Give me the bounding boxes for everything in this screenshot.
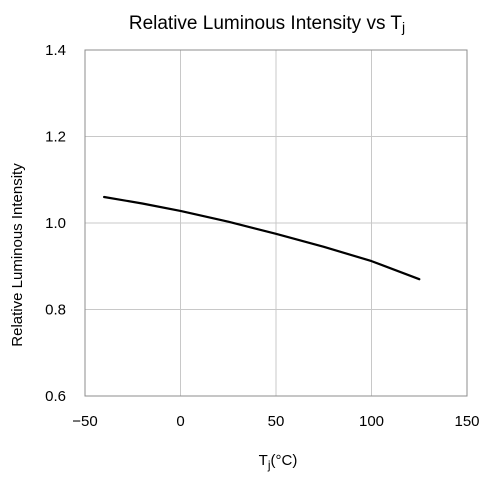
data-series-layer (102, 195, 421, 281)
y-tick-label: 1.2 (45, 129, 66, 146)
grid-lines (84, 49, 468, 397)
series-line (102, 195, 421, 281)
chart-title-subscript: j (401, 19, 405, 35)
x-tick-label: 100 (359, 413, 384, 430)
x-axis-label-main: T (259, 452, 268, 469)
plot-area-frame (84, 49, 468, 397)
x-tick-label: 50 (268, 413, 285, 430)
x-axis-label-unit: (°C) (271, 452, 298, 469)
chart-title: Relative Luminous Intensity vs Tj (129, 13, 405, 35)
y-axis-tick-labels: 0.6 0.8 1.0 1.2 1.4 (45, 42, 66, 405)
x-tick-label: 0 (176, 413, 184, 430)
x-axis-tick-labels: −50 0 50 100 150 (72, 413, 479, 430)
y-tick-label: 0.6 (45, 388, 66, 405)
y-tick-label: 1.0 (45, 215, 66, 232)
x-tick-label: 150 (454, 413, 479, 430)
x-axis-label: Tj(°C) (259, 452, 298, 472)
y-tick-label: 0.8 (45, 302, 66, 319)
y-tick-label: 1.4 (45, 42, 66, 59)
y-axis-label: Relative Luminous Intensity (9, 163, 26, 347)
chart-title-main: Relative Luminous Intensity vs T (129, 13, 403, 34)
x-tick-label: −50 (72, 413, 97, 430)
x-axis-label-subscript: j (267, 458, 271, 472)
